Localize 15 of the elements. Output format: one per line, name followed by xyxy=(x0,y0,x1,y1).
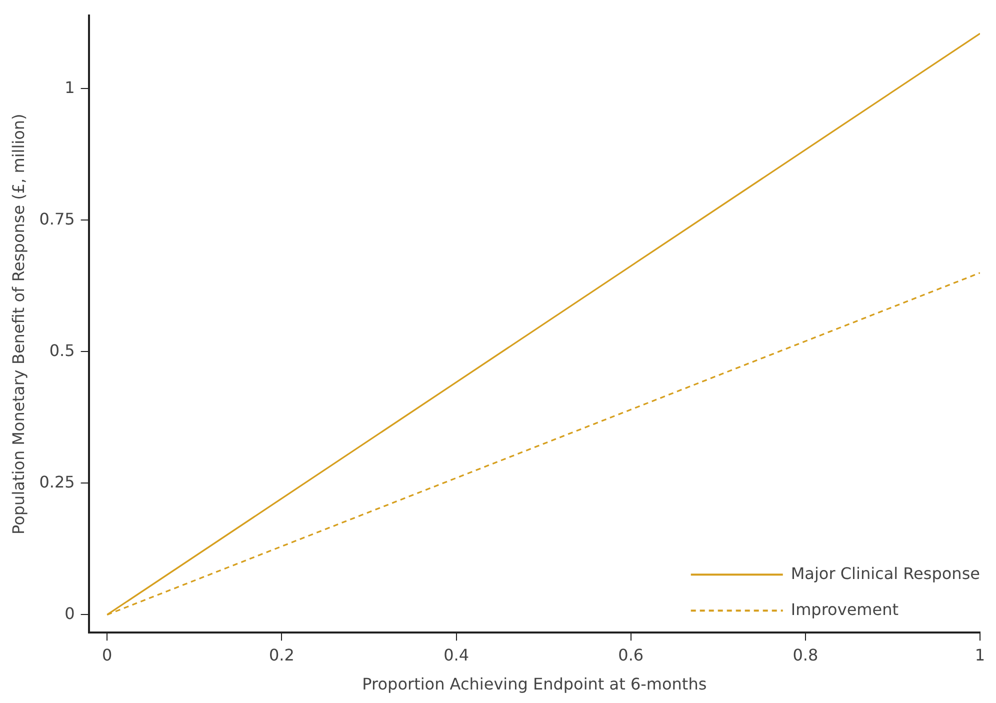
y-tick-label: 1 xyxy=(64,78,75,97)
x-axis-title: Proportion Achieving Endpoint at 6-months xyxy=(362,674,707,694)
legend-label: Major Clinical Response xyxy=(790,564,980,583)
x-tick-label: 1 xyxy=(974,645,986,664)
y-tick-label: 0.75 xyxy=(39,209,75,228)
x-tick-label: 0.8 xyxy=(792,645,818,664)
y-tick-label: 0.5 xyxy=(49,340,75,360)
y-tick-label: 0.25 xyxy=(39,472,75,492)
x-tick-label: 0 xyxy=(102,645,112,664)
y-tick-label: 0 xyxy=(64,604,75,623)
y-axis-title: Population Monetary Benefit of Response (£, million) xyxy=(8,114,28,534)
legend-label: Improvement xyxy=(790,600,899,619)
x-tick-label: 0.4 xyxy=(444,645,470,664)
x-tick-label: 0.2 xyxy=(268,645,294,664)
x-tick-label: 0.6 xyxy=(618,645,644,664)
